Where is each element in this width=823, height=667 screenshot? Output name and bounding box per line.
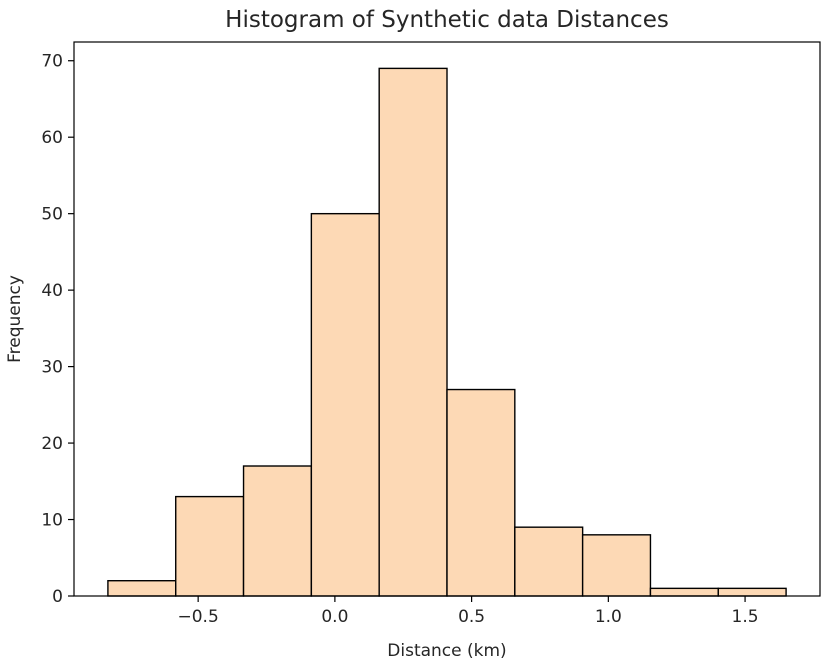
histogram-bar-1	[107, 580, 177, 597]
histogram-bar-7	[514, 526, 584, 597]
y-tick-label: 10	[41, 511, 63, 531]
x-tick-label: 0.0	[321, 607, 348, 627]
histogram-bar-8	[581, 534, 652, 597]
histogram-bar-9	[649, 587, 719, 597]
y-tick-label: 70	[41, 52, 63, 72]
x-ticks-group: −0.5 0.0 0.5 1.0 1.5	[178, 596, 759, 627]
histogram-bar-6	[446, 388, 516, 597]
y-tick-label: 30	[41, 358, 63, 378]
x-tick-label: 1.0	[595, 607, 622, 627]
plot-frame	[73, 41, 821, 597]
histogram-bar-5	[378, 67, 448, 597]
y-axis-label: Frequency	[5, 275, 25, 363]
histogram-bar-2	[175, 495, 245, 597]
x-axis-label: Distance (km)	[387, 641, 506, 661]
chart-title: Histogram of Synthetic data Distances	[225, 7, 669, 33]
histogram-bar-4	[310, 212, 380, 597]
y-tick-label: 0	[52, 587, 63, 607]
y-tick-label: 50	[41, 205, 63, 225]
histogram-bar-3	[242, 465, 313, 597]
x-tick-label: −0.5	[178, 607, 219, 627]
histogram-bar-10	[717, 587, 787, 597]
y-tick-label: 40	[41, 281, 63, 301]
y-tick-label: 60	[41, 128, 63, 148]
y-ticks-group: 0 10 20 30 40 50 60 70	[41, 52, 74, 607]
x-tick-label: 0.5	[458, 607, 485, 627]
x-tick-label: 1.5	[732, 607, 759, 627]
bars-group	[107, 67, 787, 597]
y-tick-label: 20	[41, 434, 63, 454]
